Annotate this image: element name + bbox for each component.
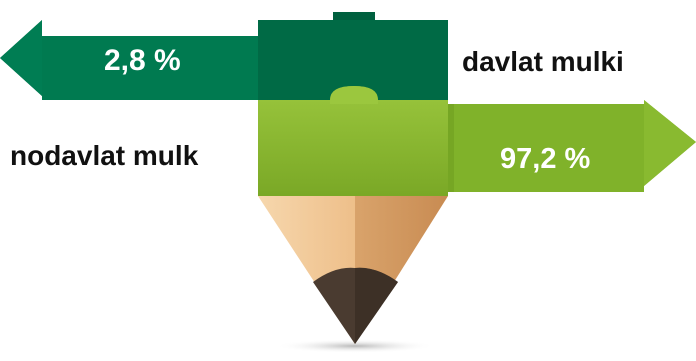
top-segment-label: davlat mulki	[462, 46, 624, 77]
bottom-segment-value: 97,2 %	[500, 143, 591, 175]
pencil-shadow	[275, 339, 435, 353]
top-segment-value: 2,8 %	[104, 44, 181, 77]
segment-top-davlat	[0, 12, 448, 112]
segment-bottom-nodavlat	[258, 86, 696, 196]
bottom-segment-label: nodavlat mulk	[10, 140, 199, 171]
